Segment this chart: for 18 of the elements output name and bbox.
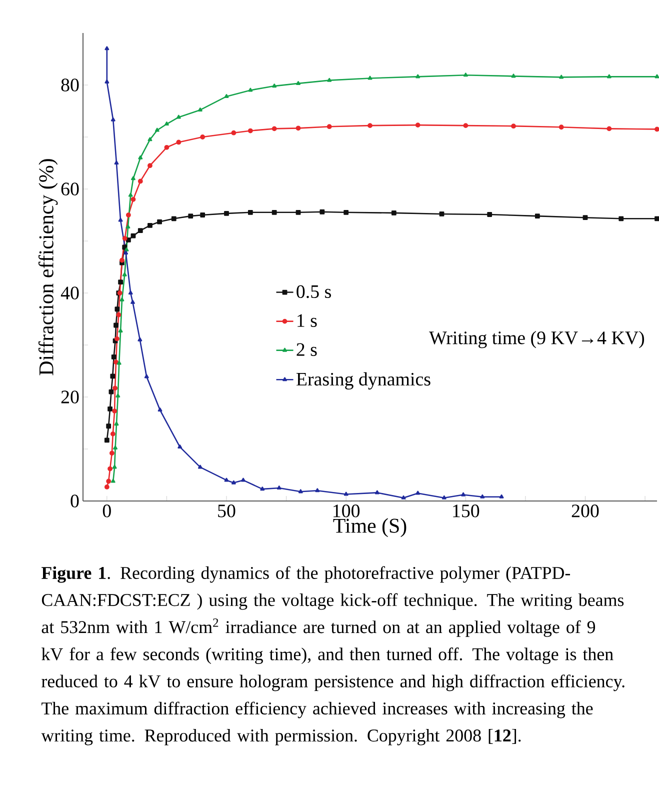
x-tick-label: 100 xyxy=(334,504,360,518)
y-tick-label: 60 xyxy=(61,182,79,196)
y-tick-label: 20 xyxy=(61,390,79,404)
text: Figure 1. Recording dynamics of the photorefractive polymer (PATPD-CAAN:FDCST:ECZ ) using the voltage kick-off technique. The writing beams at 532nm with 1 W/cm$^{2}$ irradiance are turned on at an applied voltage of 9 kV for a few seconds (writing time), and then turned off. The voltage is then reduced to 4 kV to ensure hologram persistence and high diffraction efficiency. The maximum diffraction efficiency achieved increases with increasing the writing time. Reproduced with permission. Copyright 2008 [12]. xyxy=(41,566,624,746)
x-tick-label: 50 xyxy=(218,504,236,518)
x-tick-label: 200 xyxy=(572,504,599,518)
x-tick-label: 150 xyxy=(453,504,480,518)
x-tick-label: 0 xyxy=(102,504,111,518)
legend-label: 2 s xyxy=(296,343,317,356)
legend-label: Erasing dynamics xyxy=(296,372,430,390)
legend-label: 1 s xyxy=(298,314,317,327)
y-tick-label: 80 xyxy=(61,78,79,92)
annotation: Writing time (9 KV→4 KV) xyxy=(429,330,644,348)
y-tick-label: 40 xyxy=(60,286,79,300)
legend-label: 0.5 s xyxy=(296,285,331,298)
x-axis-title: Time (S) xyxy=(333,518,406,538)
y-tick-label: 0 xyxy=(70,494,79,508)
y-axis-title: Diffraction efficiency (%) xyxy=(38,159,58,376)
